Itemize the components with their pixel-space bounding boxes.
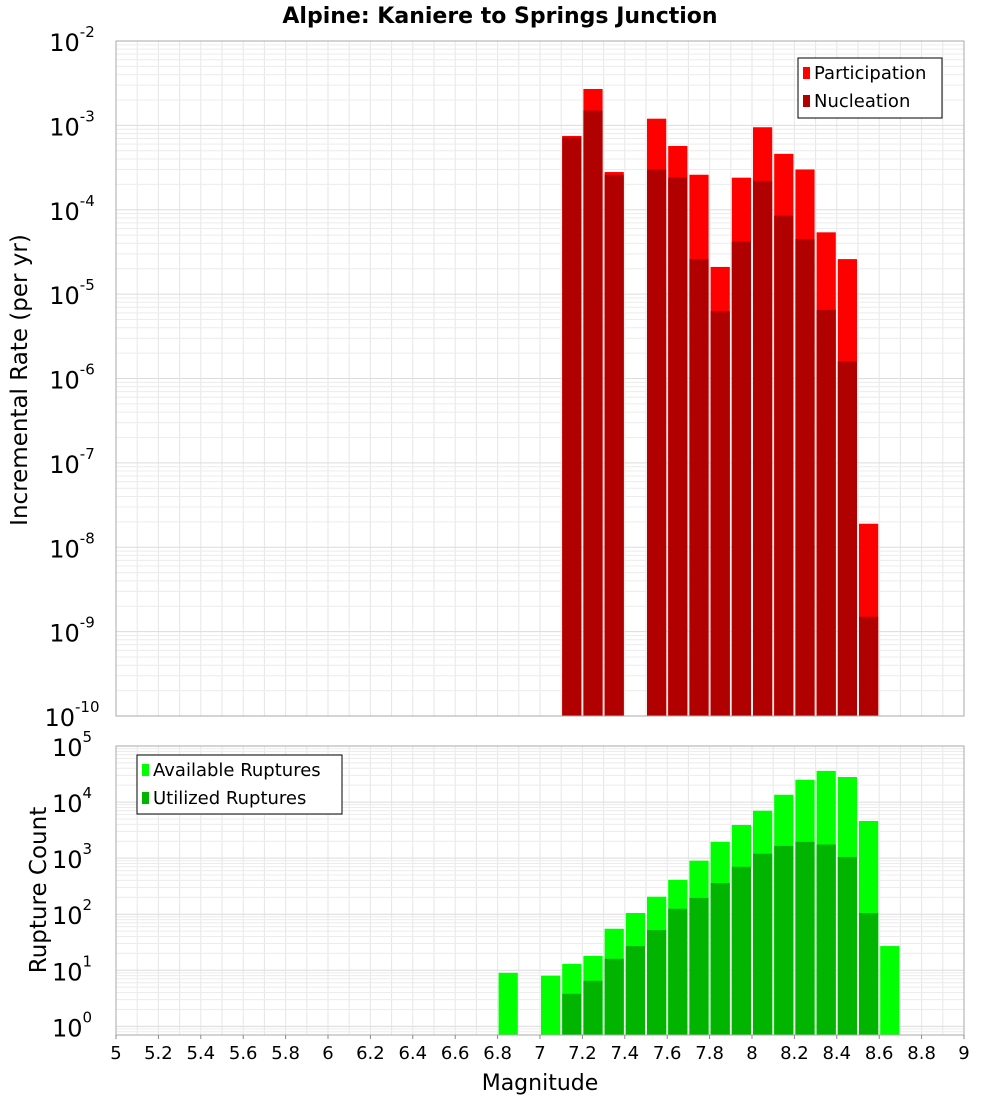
x-tick-label: 7.2 bbox=[568, 1043, 597, 1064]
y-tick-label: 10-9 bbox=[49, 614, 95, 648]
y-tick-label: 10-2 bbox=[49, 23, 95, 57]
bar-utilized-ruptures bbox=[774, 845, 794, 1035]
x-tick-label: 5.2 bbox=[144, 1043, 173, 1064]
y-tick-label: 105 bbox=[52, 728, 92, 762]
bars bbox=[562, 88, 879, 717]
x-tick-label: 7.6 bbox=[653, 1043, 682, 1064]
x-tick-label: 8.2 bbox=[780, 1043, 809, 1064]
legend-swatch bbox=[142, 764, 149, 776]
x-tick-label: 5 bbox=[110, 1043, 121, 1064]
bar-utilized-ruptures bbox=[731, 866, 751, 1035]
bar-nucleation bbox=[731, 241, 751, 717]
x-tick-label: 8.8 bbox=[907, 1043, 936, 1064]
legend-entry: Utilized Ruptures bbox=[153, 788, 306, 809]
bar-utilized-ruptures bbox=[753, 853, 773, 1035]
bar-available-ruptures bbox=[498, 972, 518, 1035]
bar-available-ruptures bbox=[880, 946, 900, 1035]
x-tick-label: 6.6 bbox=[441, 1043, 470, 1064]
y-tick-label: 10-3 bbox=[49, 107, 95, 141]
legend-box bbox=[797, 57, 943, 119]
x-tick-label: 6.2 bbox=[356, 1043, 385, 1064]
x-tick-label: 6.8 bbox=[483, 1043, 512, 1064]
y-tick-label: 10-4 bbox=[49, 192, 95, 226]
legend-entry: Nucleation bbox=[814, 91, 910, 112]
legend-entry: Available Ruptures bbox=[153, 760, 321, 781]
legend-entry: Participation bbox=[814, 63, 926, 84]
bar-nucleation bbox=[604, 174, 624, 716]
x-tick-label: 5.4 bbox=[186, 1043, 215, 1064]
x-tick-label: 8.4 bbox=[822, 1043, 851, 1064]
bar-utilized-ruptures bbox=[647, 930, 667, 1035]
bar-utilized-ruptures bbox=[816, 844, 836, 1035]
rates-panel: 10-10 10-9 10-8 10-7 10-6 10-5 10-4 10-3 10-2 Inc… bbox=[7, 23, 965, 732]
x-tick-label: 7 bbox=[534, 1043, 545, 1064]
bar-nucleation bbox=[689, 259, 709, 716]
bar-nucleation bbox=[647, 169, 667, 716]
bar-nucleation bbox=[710, 311, 730, 716]
x-tick-label: 9 bbox=[958, 1043, 969, 1064]
y-tick-label: 101 bbox=[52, 952, 92, 986]
y-axis-label: Rupture Count bbox=[26, 807, 52, 973]
bar-nucleation bbox=[837, 361, 857, 716]
bar-utilized-ruptures bbox=[583, 980, 603, 1035]
grid bbox=[115, 40, 965, 717]
y-tick-label: 100 bbox=[52, 1008, 92, 1042]
y-tick-label: 10-5 bbox=[49, 276, 95, 310]
bars bbox=[498, 770, 900, 1035]
y-tick-label: 104 bbox=[52, 784, 92, 818]
y-tick-label: 10-10 bbox=[44, 698, 99, 732]
y-tick-label: 10-7 bbox=[49, 445, 95, 479]
bar-utilized-ruptures bbox=[562, 993, 582, 1035]
legend: Available Ruptures Utilized Ruptures bbox=[136, 754, 343, 815]
y-axis-label: Incremental Rate (per yr) bbox=[7, 234, 33, 526]
plot-frame bbox=[115, 40, 965, 717]
counts-panel: 100 101 102 103 104 105 Rupture Count 5 5.2 5.4 5.… bbox=[26, 728, 970, 1064]
legend-swatch bbox=[803, 95, 810, 107]
x-axis-label: Magnitude bbox=[482, 1071, 599, 1096]
bar-nucleation bbox=[774, 215, 794, 717]
legend-box bbox=[136, 754, 343, 815]
x-tick-label: 7.4 bbox=[610, 1043, 639, 1064]
bar-nucleation bbox=[562, 137, 582, 716]
chart-title: Alpine: Kaniere to Springs Junction bbox=[282, 4, 717, 29]
bar-utilized-ruptures bbox=[668, 908, 688, 1035]
bar-nucleation bbox=[816, 309, 836, 716]
bar-nucleation bbox=[753, 180, 773, 716]
x-tick-label: 8.6 bbox=[865, 1043, 894, 1064]
y-tick-label: 10-6 bbox=[49, 361, 95, 395]
y-tick-label: 103 bbox=[52, 840, 92, 874]
bar-utilized-ruptures bbox=[859, 913, 879, 1035]
x-tick-label: 6 bbox=[322, 1043, 333, 1064]
x-tick-label: 8 bbox=[746, 1043, 757, 1064]
legend-swatch bbox=[803, 67, 810, 79]
bar-nucleation bbox=[668, 177, 688, 716]
y-tick-label: 102 bbox=[52, 896, 92, 930]
bar-utilized-ruptures bbox=[604, 958, 624, 1035]
bar-available-ruptures bbox=[541, 975, 561, 1035]
bar-nucleation bbox=[583, 110, 603, 716]
legend: Participation Nucleation bbox=[797, 57, 943, 119]
bar-utilized-ruptures bbox=[710, 883, 730, 1035]
x-tick-label: 5.8 bbox=[271, 1043, 300, 1064]
legend-swatch bbox=[142, 792, 149, 804]
y-tick-labels: 100 101 102 103 104 105 bbox=[52, 728, 92, 1042]
bar-nucleation bbox=[795, 239, 815, 716]
x-tick-label: 7.8 bbox=[695, 1043, 724, 1064]
bar-utilized-ruptures bbox=[625, 946, 645, 1035]
bar-utilized-ruptures bbox=[837, 856, 857, 1035]
bar-utilized-ruptures bbox=[689, 897, 709, 1035]
x-tick-labels: 5 5.2 5.4 5.6 5.8 6 6.2 6.4 6.6 6.8 7 7.2 7.4 7.6 7.8 8… bbox=[110, 1035, 970, 1064]
bar-nucleation bbox=[859, 616, 879, 716]
y-tick-labels: 10-10 10-9 10-8 10-7 10-6 10-5 10-4 10-3 10-2 bbox=[44, 23, 99, 732]
x-tick-label: 5.6 bbox=[229, 1043, 258, 1064]
x-tick-label: 6.4 bbox=[398, 1043, 427, 1064]
bar-utilized-ruptures bbox=[795, 841, 815, 1035]
y-tick-label: 10-8 bbox=[49, 529, 95, 563]
